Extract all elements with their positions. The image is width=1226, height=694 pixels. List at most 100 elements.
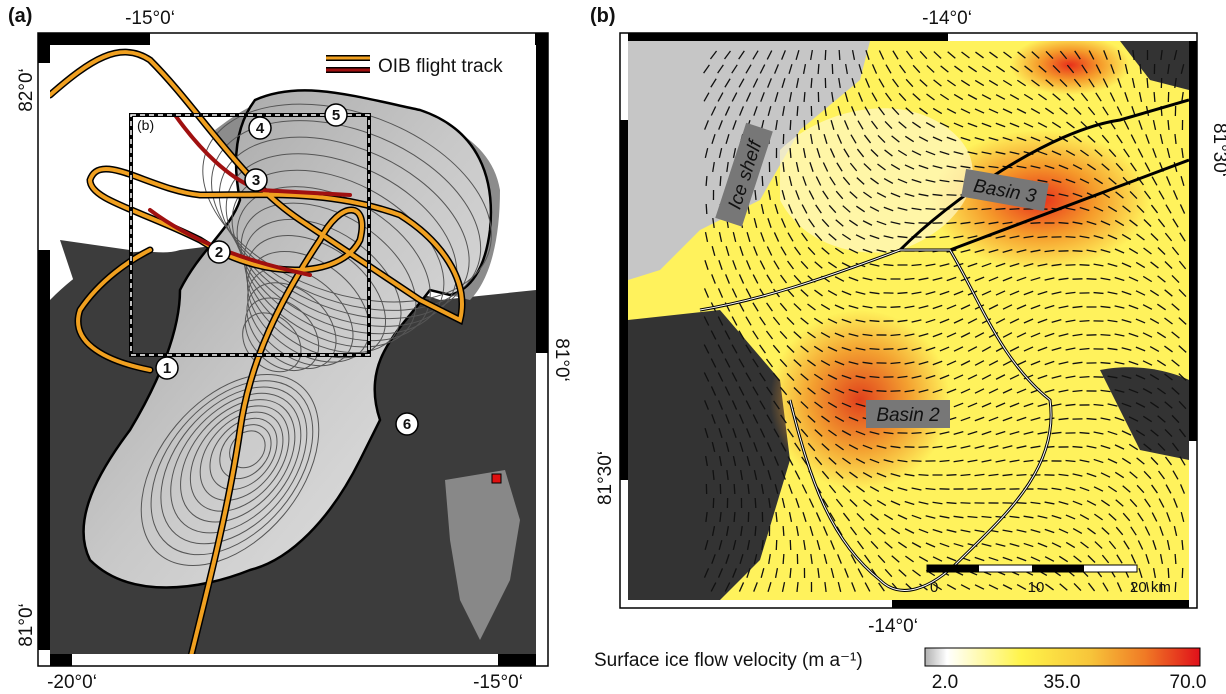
flow-vector [705, 203, 708, 215]
flow-vector [1093, 234, 1104, 240]
flow-vector [731, 64, 738, 74]
flow-vector [724, 582, 731, 592]
flow-vector [1165, 484, 1172, 494]
flow-vector [1114, 416, 1125, 422]
flow-vector [1123, 540, 1130, 550]
flow-vector [841, 290, 852, 296]
flow-vector [995, 122, 1006, 128]
flow-vector [712, 217, 715, 229]
flow-vector [925, 179, 936, 183]
flow-vector [827, 318, 838, 324]
flow-vector [995, 430, 1006, 436]
flow-vector [898, 121, 907, 129]
flow-vector [897, 319, 908, 323]
flow-vector [704, 120, 709, 130]
flow-vector [1152, 540, 1157, 550]
flow-vector [1030, 529, 1041, 533]
flow-vector [981, 262, 992, 268]
flow-vector [1079, 319, 1090, 323]
flow-vector [768, 497, 771, 509]
flow-vector [1086, 472, 1097, 478]
flow-vector [704, 400, 709, 410]
flow-vector [1086, 445, 1097, 449]
flow-vector [890, 163, 901, 171]
flow-vector [1107, 319, 1118, 323]
region-text: Basin 2 [876, 405, 940, 426]
flow-vector [890, 333, 901, 337]
flow-vector [932, 360, 943, 366]
flow-vector [848, 416, 859, 422]
flow-vector [960, 473, 971, 477]
flow-vector [1058, 193, 1069, 197]
flow-vector [732, 147, 737, 159]
contour [140, 373, 320, 567]
flow-vector [1072, 473, 1083, 477]
flow-vector [841, 374, 852, 380]
flow-vector [1086, 249, 1097, 253]
flow-vector [767, 470, 772, 480]
flow-vector [704, 540, 709, 550]
flow-vector [925, 207, 936, 211]
flow-vector [817, 567, 820, 579]
flow-vector [1037, 263, 1048, 267]
flow-vector [809, 162, 814, 172]
flow-vector [830, 567, 835, 579]
flow-vector [988, 445, 999, 449]
flow-vector [953, 346, 964, 352]
flow-vector [953, 318, 964, 324]
flow-vector [710, 78, 717, 88]
flow-vector [967, 318, 978, 324]
flow-vector [890, 445, 901, 449]
flow-vector [890, 192, 901, 198]
flow-vector [752, 302, 759, 312]
flow-vector [841, 233, 852, 241]
flow-vector [1038, 93, 1047, 101]
flow-vector [933, 79, 942, 87]
flow-vector [1016, 388, 1027, 394]
flow-vector [1180, 176, 1185, 186]
flow-vector [988, 276, 999, 282]
flow-vector [1116, 554, 1123, 564]
panel-b: Ice shelf Basin 3 Basin 2 0 10 20 km (b)… [590, 5, 1226, 637]
flow-vector [974, 79, 985, 87]
flow-vector [891, 135, 900, 143]
flow-vector [939, 290, 950, 296]
flow-vector [1101, 163, 1110, 171]
flow-vector [759, 372, 766, 382]
flow-vector [967, 346, 978, 352]
flow-vector [953, 290, 964, 296]
flow-vector [1023, 318, 1034, 324]
flow-vector [974, 108, 985, 114]
flow-vector [781, 105, 786, 117]
flow-vector [1058, 277, 1069, 281]
flow-vector [1131, 582, 1136, 592]
flow-vector [816, 148, 821, 158]
flow-vector [725, 246, 730, 256]
flow-vector [795, 77, 800, 89]
flow-vector [1159, 553, 1164, 565]
panel-label: (a) [8, 5, 32, 27]
flow-vector [786, 288, 795, 298]
flow-vector [759, 400, 766, 410]
flow-vector [1165, 176, 1172, 186]
flow-vector [1107, 458, 1118, 464]
flow-vector [1128, 443, 1139, 451]
flow-vector [1102, 582, 1109, 592]
flow-vector [883, 513, 894, 521]
flow-vector [1072, 361, 1083, 365]
flow-vector [814, 456, 823, 466]
flow-vector [1143, 247, 1152, 255]
flow-vector [766, 50, 773, 60]
flow-vector [1171, 331, 1180, 339]
flow-vector [795, 161, 800, 173]
flow-vector [1094, 513, 1103, 521]
flow-vector [738, 106, 745, 116]
flow-vector [1087, 555, 1096, 563]
panel-label: (b) [590, 5, 616, 27]
flow-vector [815, 176, 822, 186]
flow-vector [1079, 459, 1090, 463]
flow-vector [802, 512, 807, 522]
flow-vector [988, 388, 999, 394]
flow-vector [1051, 179, 1062, 183]
location-marker [491, 473, 502, 484]
